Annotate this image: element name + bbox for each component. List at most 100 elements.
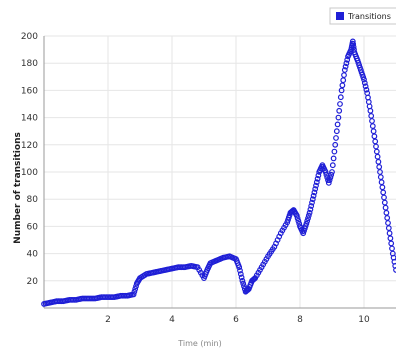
data-point [368, 112, 375, 119]
tick-labels: 20 40 60 80 100 120 140 160 180 200 2 4 6 8 10 [21, 32, 370, 325]
data-point [373, 148, 380, 155]
y-tick-label: 80 [27, 195, 39, 205]
data-point [370, 128, 377, 135]
data-point [369, 123, 376, 129]
y-tick-label: 180 [21, 59, 38, 69]
data-point [306, 209, 313, 216]
data-point [131, 288, 138, 295]
x-tick-label: 6 [233, 315, 239, 325]
legend-box [329, 7, 396, 25]
data-point [342, 63, 349, 70]
data-point [322, 169, 329, 175]
y-tick-label: 140 [21, 114, 38, 124]
legend: Transitions [329, 7, 396, 25]
axes [43, 36, 396, 309]
data-point [294, 215, 301, 222]
data-point [388, 240, 395, 247]
data-point [304, 218, 311, 224]
legend-label: Transitions [347, 12, 391, 21]
data-point [336, 107, 343, 114]
data-point [373, 143, 379, 150]
data-point [375, 158, 382, 165]
data-point [303, 220, 310, 227]
data-point [305, 212, 312, 219]
data-point [363, 86, 370, 93]
y-tick-label: 20 [27, 277, 39, 287]
data-point [326, 177, 333, 184]
data-point [331, 148, 338, 155]
data-point [332, 141, 339, 148]
y-tick-label: 40 [27, 250, 39, 260]
data-point [372, 138, 379, 145]
data-point [335, 114, 342, 121]
y-tick-label: 100 [21, 168, 38, 178]
data-point [130, 291, 137, 298]
data-point [338, 87, 345, 94]
data-point [237, 267, 243, 274]
data-point [313, 182, 319, 189]
data-point [295, 218, 302, 224]
data-point [337, 101, 343, 107]
data-point [371, 133, 378, 140]
data-point [389, 245, 395, 252]
data-point [328, 171, 335, 178]
data-point [381, 194, 387, 201]
data-point [340, 77, 347, 84]
data-point [367, 107, 374, 114]
data-point [329, 162, 336, 169]
y-tick-label: 200 [21, 32, 38, 42]
data-point [337, 94, 344, 101]
data-point [333, 135, 339, 141]
data-point [384, 214, 391, 221]
data-point [341, 67, 348, 73]
data-point [369, 118, 375, 124]
data-point [341, 72, 347, 78]
data-point [350, 43, 357, 50]
data-point [381, 199, 388, 206]
data-point [305, 215, 311, 222]
x-tick-label: 2 [105, 315, 111, 325]
x-axis-label: Time (min) [177, 339, 221, 348]
data-point [361, 76, 367, 83]
y-tick-label: 60 [27, 222, 39, 232]
y-tick-label: 120 [21, 141, 38, 151]
data-point [241, 283, 247, 290]
data-point [309, 196, 316, 203]
data-point [379, 184, 386, 191]
data-point [382, 204, 389, 211]
x-tick-label: 10 [358, 315, 370, 325]
data-point [386, 230, 393, 237]
data-point [334, 121, 341, 128]
data-point [362, 83, 369, 90]
data-point [333, 128, 340, 135]
data-point [343, 60, 350, 67]
data-point [237, 271, 244, 277]
data-point [339, 82, 346, 89]
data-point [132, 286, 139, 292]
data-point [313, 179, 320, 186]
data-point [309, 199, 315, 206]
data-point [344, 56, 351, 63]
data-point [325, 179, 332, 186]
data-point [377, 169, 383, 175]
data-point [314, 175, 321, 182]
data-point [311, 189, 318, 196]
data-point [310, 192, 317, 199]
data-point [374, 153, 381, 160]
data-point [315, 172, 322, 179]
data-point [376, 163, 383, 170]
data-point [307, 206, 314, 213]
data-point [349, 38, 356, 45]
data-point [385, 225, 392, 232]
data-point [293, 212, 300, 219]
data-point [312, 186, 319, 192]
data-point [239, 277, 246, 284]
data-point [383, 209, 390, 216]
data-point [378, 179, 385, 186]
data-point [329, 169, 335, 175]
data-point [238, 274, 245, 281]
data-point [330, 155, 337, 162]
